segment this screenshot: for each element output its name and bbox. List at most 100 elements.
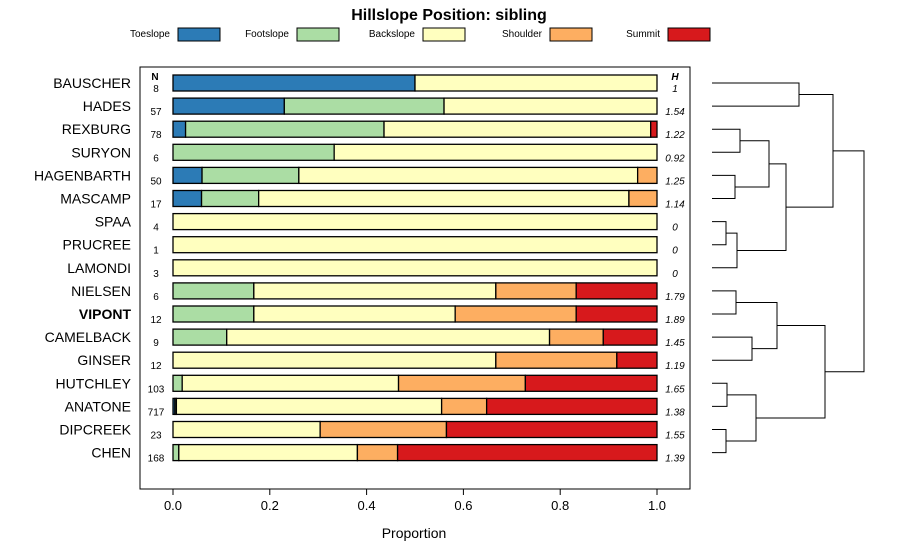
n-value-dipcreek: 23 — [150, 431, 162, 442]
dendrogram-branch — [712, 221, 727, 246]
bar-chen-shoulder — [356, 443, 399, 462]
legend-label-summit: Summit — [626, 29, 660, 40]
bar-nielsen-summit — [575, 282, 658, 300]
n-value-chen: 168 — [148, 454, 165, 465]
bar-hades-footslope — [283, 97, 445, 115]
bar-vipont-footslope — [172, 305, 255, 323]
bar-rexburg-footslope — [184, 120, 385, 138]
bar-bauscher-backslope — [414, 74, 658, 92]
bar-nielsen-footslope — [172, 282, 255, 300]
n-value-nielsen: 6 — [153, 292, 159, 303]
legend-label-backslope: Backslope — [369, 29, 416, 40]
dendrogram-branch — [736, 301, 778, 350]
bar-hagenbarth-toeslope — [172, 166, 203, 185]
row-label-vipont: VIPONT — [79, 306, 132, 322]
bar-ginser-backslope — [172, 351, 497, 369]
legend-label-footslope: Footslope — [245, 29, 289, 40]
x-tick-label: 0.2 — [261, 498, 279, 513]
h-value-mascamp: 1.14 — [665, 200, 685, 211]
bar-hutchley-footslope — [172, 374, 183, 392]
x-tick-label: 0.0 — [164, 498, 182, 513]
bar-hagenbarth-shoulder — [636, 166, 658, 185]
row-label-hutchley: HUTCHLEY — [56, 375, 132, 391]
x-tick-label: 0.6 — [454, 498, 472, 513]
dendrogram-branch — [712, 174, 736, 199]
n-value-rexburg: 78 — [150, 130, 162, 141]
bar-mascamp-toeslope — [172, 189, 203, 208]
h-value-hagenbarth: 1.25 — [665, 176, 685, 187]
bar-dipcreek-shoulder — [319, 420, 448, 439]
bar-suryon-footslope — [172, 143, 335, 161]
bar-spaa-backslope — [172, 212, 658, 231]
x-axis-label: Proportion — [382, 525, 447, 541]
h-value-anatone: 1.38 — [665, 407, 685, 418]
bar-chen-summit — [396, 443, 658, 462]
row-label-chen: CHEN — [91, 445, 131, 461]
bar-vipont-shoulder — [454, 305, 577, 323]
row-label-dipcreek: DIPCREEK — [59, 422, 131, 438]
row-label-anatone: ANATONE — [65, 398, 131, 414]
bar-nielsen-backslope — [253, 282, 497, 300]
bar-rexburg-toeslope — [172, 120, 187, 138]
row-label-rexburg: REXBURG — [62, 121, 131, 137]
bar-camelback-footslope — [172, 328, 228, 346]
dendrogram-branch — [786, 94, 834, 208]
h-value-vipont: 1.89 — [665, 315, 685, 326]
x-tick-label: 1.0 — [648, 498, 666, 513]
bar-rows: BAUSCHER 8 1 HADES 57 1.54 REXBURG 78 1.22 SURYON… — [34, 74, 685, 465]
bar-vipont-backslope — [253, 305, 456, 323]
n-value-prucree: 1 — [153, 246, 159, 257]
n-value-vipont: 12 — [150, 315, 162, 326]
dendrogram-branch — [712, 82, 800, 107]
n-value-lamondi: 3 — [153, 269, 159, 280]
h-value-camelback: 1.45 — [665, 338, 685, 349]
h-value-dipcreek: 1.55 — [665, 431, 685, 442]
bar-camelback-shoulder — [548, 328, 604, 346]
h-value-spaa: 0 — [672, 223, 678, 234]
n-value-mascamp: 17 — [150, 200, 162, 211]
n-header: N — [151, 72, 158, 83]
n-value-hades: 57 — [150, 107, 162, 118]
row-label-hades: HADES — [83, 98, 131, 114]
legend: Toeslope Footslope Backslope Shoulder Summit — [130, 27, 711, 42]
dendrogram-branch — [712, 429, 727, 454]
n-value-anatone: 717 — [148, 407, 165, 418]
x-tick-label: 0.8 — [551, 498, 569, 513]
bar-hagenbarth-footslope — [201, 166, 300, 185]
bar-chen-footslope — [172, 443, 180, 462]
plot-frame — [139, 66, 691, 490]
bar-camelback-backslope — [226, 328, 551, 346]
row-label-suryon: SURYON — [71, 144, 131, 160]
n-value-hutchley: 103 — [148, 384, 165, 395]
h-value-chen: 1.39 — [665, 454, 685, 465]
bar-hutchley-shoulder — [397, 374, 527, 392]
legend-swatch-footslope — [296, 27, 340, 42]
bar-hutchley-summit — [524, 374, 658, 392]
dendrogram — [712, 82, 865, 454]
row-label-hagenbarth: HAGENBARTH — [34, 167, 131, 183]
bar-camelback-summit — [602, 328, 658, 346]
h-value-prucree: 0 — [672, 246, 678, 257]
dendrogram-branch — [712, 290, 737, 315]
bar-dipcreek-summit — [445, 420, 658, 439]
bar-hutchley-backslope — [181, 374, 400, 392]
legend-swatch-toeslope — [177, 27, 221, 42]
row-label-camelback: CAMELBACK — [45, 329, 132, 345]
h-value-hades: 1.54 — [665, 107, 685, 118]
h-value-ginser: 1.19 — [665, 361, 685, 372]
bar-rexburg-backslope — [383, 120, 652, 138]
bar-anatone-backslope — [175, 397, 443, 416]
bar-rexburg-summit — [650, 120, 658, 138]
bar-hagenbarth-backslope — [298, 166, 639, 185]
x-tick-label: 0.4 — [358, 498, 376, 513]
legend-swatch-shoulder — [549, 27, 593, 42]
dendrogram-branch — [756, 325, 826, 419]
h-value-rexburg: 1.22 — [665, 130, 685, 141]
row-label-bauscher: BAUSCHER — [53, 75, 131, 91]
n-value-bauscher: 8 — [153, 84, 159, 95]
n-value-suryon: 6 — [153, 153, 159, 164]
bar-hades-backslope — [443, 97, 658, 115]
legend-label-toeslope: Toeslope — [130, 29, 170, 40]
dendrogram-branch — [712, 232, 738, 269]
bar-suryon-backslope — [333, 143, 658, 161]
